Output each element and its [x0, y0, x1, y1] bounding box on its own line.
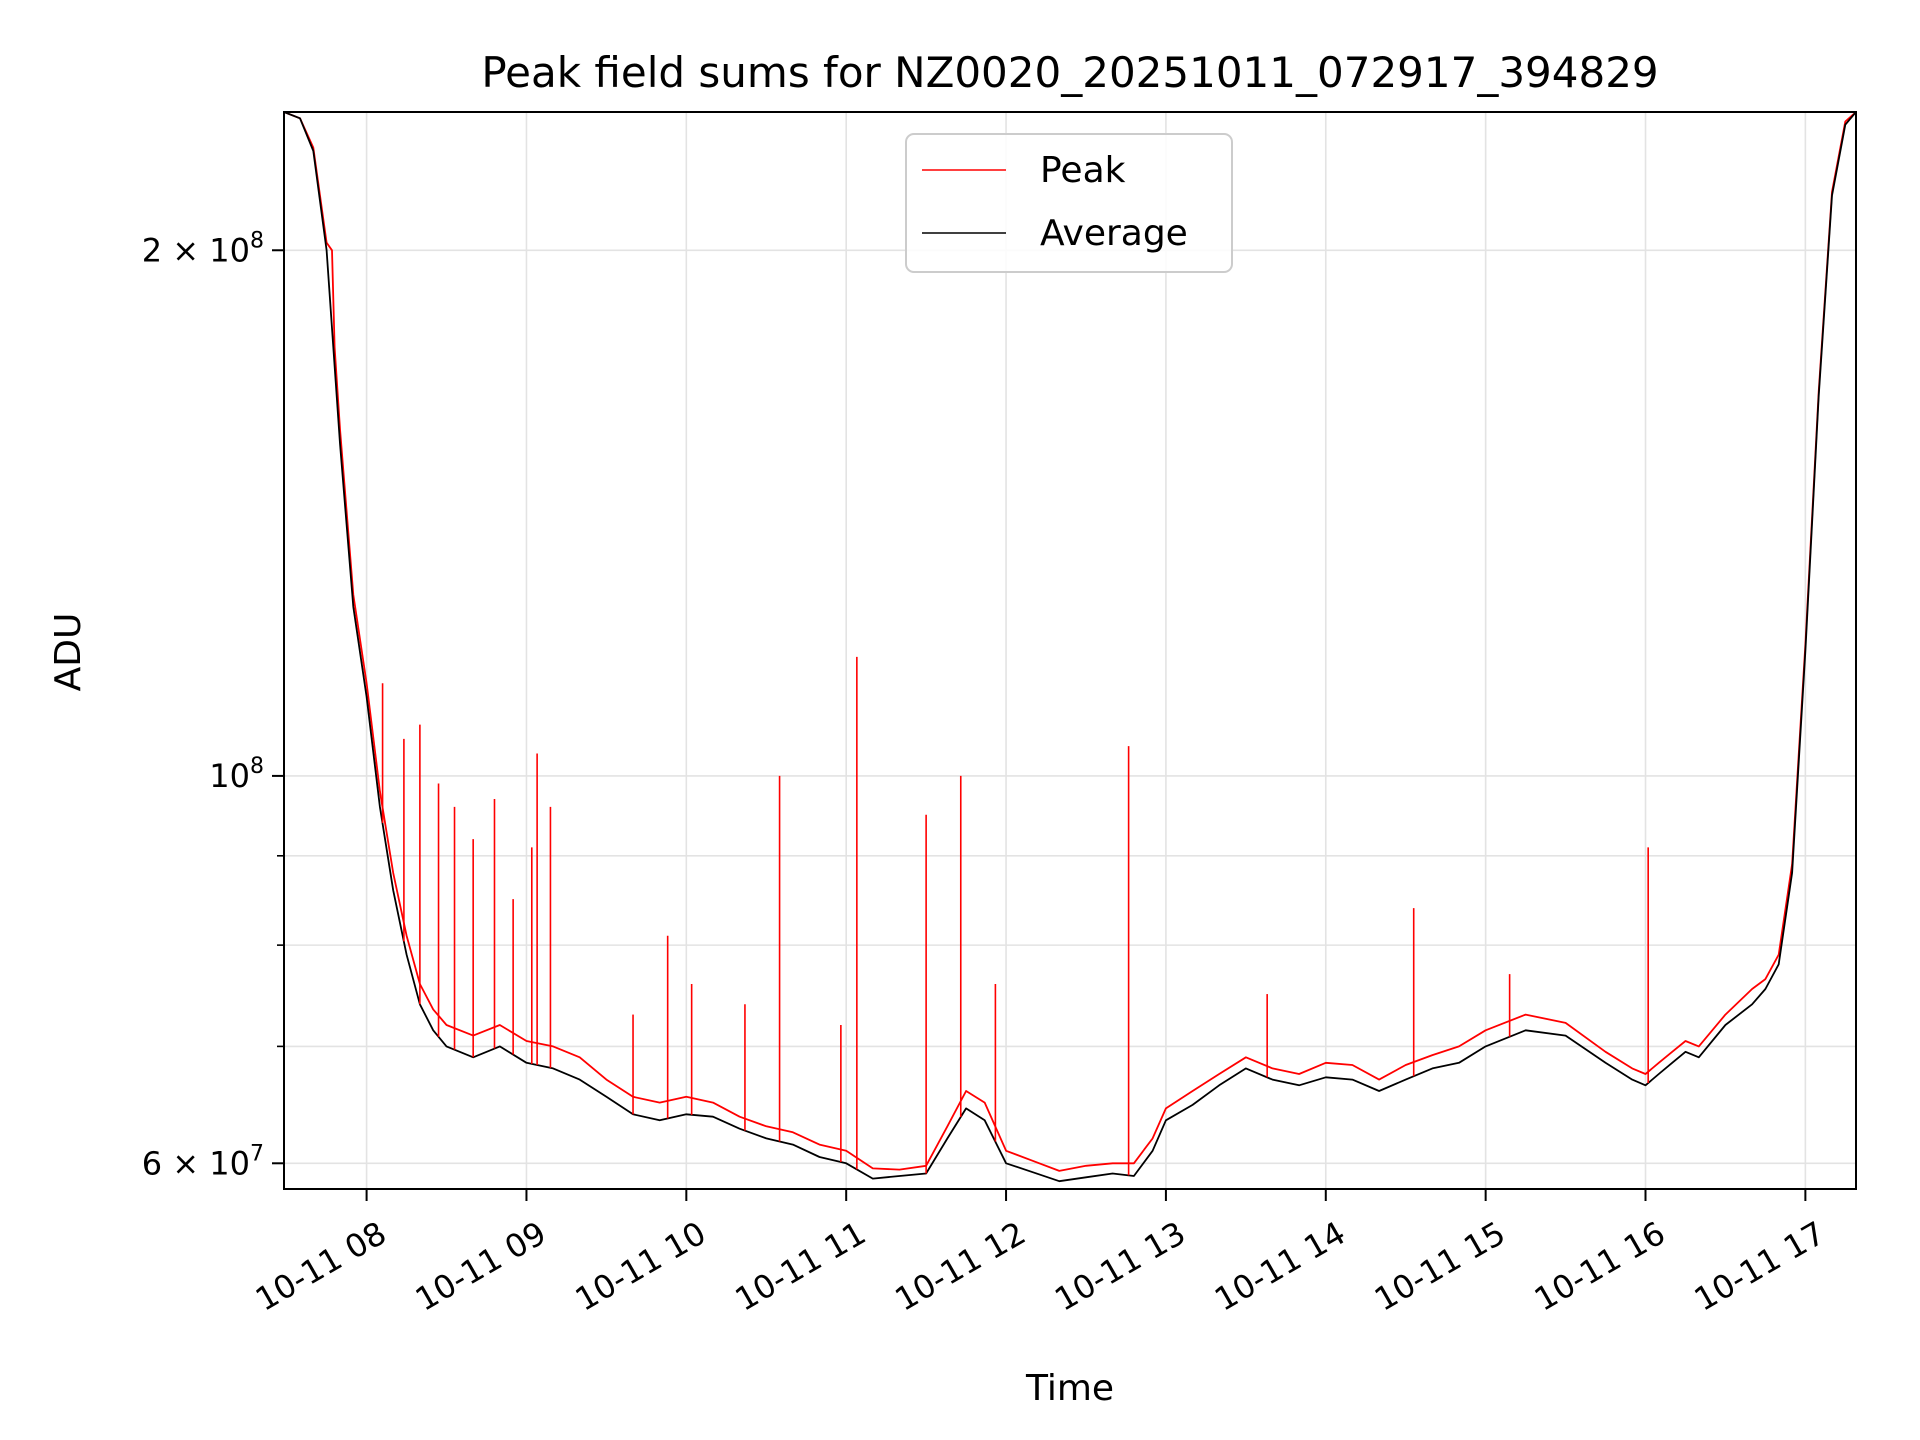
x-tick-label: 10-11 09	[409, 1214, 553, 1319]
x-axis-label: Time	[1025, 1368, 1114, 1409]
legend-box	[905, 133, 1233, 273]
x-tick-label: 10-11 10	[569, 1214, 713, 1319]
x-tick-label: 10-11 17	[1688, 1214, 1832, 1319]
x-tick-label: 10-11 11	[729, 1214, 873, 1319]
x-tick-label: 10-11 08	[249, 1214, 393, 1319]
plot-frame	[283, 111, 1857, 1190]
series-line-peak	[284, 112, 1856, 1172]
x-tick-label: 10-11 16	[1528, 1214, 1672, 1319]
x-tick-label: 10-11 14	[1208, 1214, 1352, 1319]
x-tick-label: 10-11 13	[1048, 1214, 1192, 1319]
y-tick-label: 108	[209, 754, 264, 795]
y-tick-label: 2 × 108	[142, 228, 264, 269]
y-axis: 6 × 107 108 2 × 108	[142, 228, 284, 1182]
x-tick-label: 10-11 12	[888, 1214, 1032, 1319]
series-layer	[284, 112, 1856, 1183]
legend-label-peak: Peak	[1040, 150, 1126, 191]
legend-label-average: Average	[1040, 213, 1188, 254]
legend: Peak Average	[905, 133, 1233, 273]
grid	[284, 112, 1856, 1189]
x-tick-label: 10-11 15	[1368, 1214, 1512, 1319]
chart-title: Peak field sums for NZ0020_20251011_0729…	[481, 48, 1658, 97]
x-axis: 10-11 08 10-11 09 10-11 10 10-11 11 10-11 12…	[249, 1189, 1831, 1319]
y-tick-label: 6 × 107	[142, 1141, 264, 1182]
y-axis-label: ADU	[48, 613, 89, 692]
series-line-average	[284, 112, 1856, 1183]
